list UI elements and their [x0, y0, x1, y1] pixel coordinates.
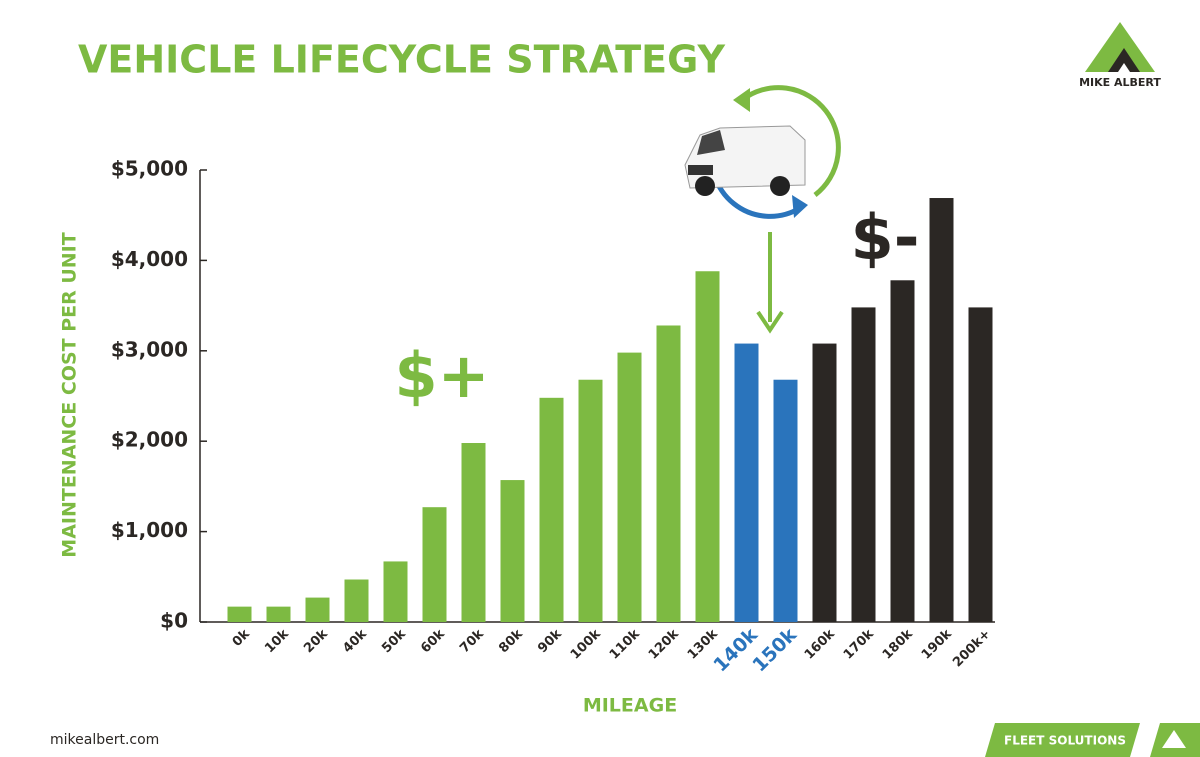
- bar: [578, 379, 603, 622]
- bar: [344, 579, 369, 622]
- brand: MIKE ALBERT: [1079, 76, 1161, 89]
- bar: [227, 606, 252, 622]
- y-tick-label: $4,000: [111, 247, 188, 271]
- annotation: $+: [394, 339, 489, 412]
- y-tick-label: $3,000: [111, 337, 188, 361]
- y-axis-title: MAINTENANCE COST PER UNIT: [59, 232, 81, 557]
- bar: [890, 280, 915, 622]
- logo: [1085, 22, 1155, 72]
- bar: [539, 397, 564, 622]
- banner: [985, 723, 1200, 757]
- van-illustration: [684, 85, 841, 334]
- annotation: $-: [851, 201, 920, 274]
- bar: [695, 271, 720, 622]
- bar: [734, 343, 759, 622]
- bar: [266, 606, 291, 622]
- bar: [851, 307, 876, 622]
- banner-text: FLEET SOLUTIONS: [1004, 734, 1126, 748]
- bar: [929, 198, 954, 623]
- bar: [656, 325, 681, 622]
- y-tick-label: $5,000: [111, 157, 188, 181]
- x-axis-title: MILEAGE: [583, 695, 677, 717]
- bar: [968, 307, 993, 622]
- bar: [461, 443, 486, 622]
- bar: [383, 561, 408, 622]
- bar: [500, 480, 525, 622]
- bar: [812, 343, 837, 622]
- y-tick-label: $0: [160, 609, 188, 633]
- bar: [305, 597, 330, 622]
- y-tick-label: $1,000: [111, 518, 188, 542]
- bar: [617, 352, 642, 622]
- website: mikealbert.com: [50, 732, 159, 748]
- chart-title: VEHICLE LIFECYCLE STRATEGY: [78, 38, 725, 82]
- y-tick-label: $2,000: [111, 428, 188, 452]
- bar: [422, 507, 447, 622]
- bar: [773, 379, 798, 622]
